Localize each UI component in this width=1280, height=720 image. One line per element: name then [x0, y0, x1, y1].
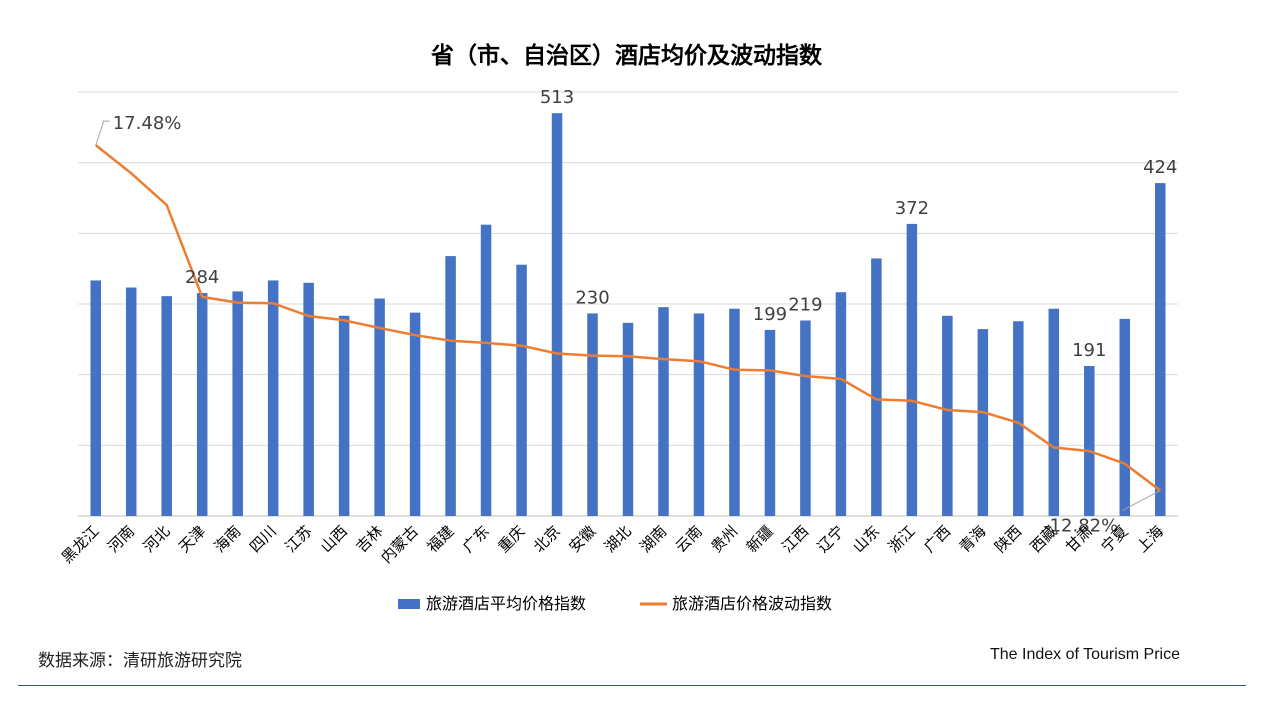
bar: [977, 329, 989, 516]
x-tick-label: 河南: [104, 522, 138, 556]
bar: [409, 312, 421, 516]
x-tick-label: 浙江: [885, 522, 919, 556]
x-tick-label: 安徽: [565, 522, 599, 556]
x-tick-label: 湖南: [636, 522, 670, 556]
x-tick-label: 四川: [246, 522, 280, 556]
x-tick-label: 天津: [175, 522, 209, 556]
bar-data-label: 191: [1072, 340, 1106, 361]
bar-data-label: 199: [753, 304, 787, 325]
footer-divider: [18, 685, 1246, 686]
bar: [267, 280, 279, 516]
x-tick-label: 广东: [459, 522, 493, 556]
x-tick-label: 海南: [211, 522, 245, 556]
bar: [871, 258, 882, 516]
bar: [480, 224, 492, 516]
bar: [374, 298, 385, 516]
x-tick-label: 新疆: [743, 522, 777, 556]
line-series: [94, 144, 1162, 492]
bar: [1013, 321, 1024, 516]
x-tick-label: 江西: [778, 522, 812, 556]
x-tick-label: 贵州: [707, 522, 741, 556]
brand-label: The Index of Tourism Price: [990, 646, 1181, 663]
x-tick-label: 湖北: [601, 522, 635, 556]
bar: [161, 296, 172, 516]
bar: [906, 223, 918, 516]
label-leader-line: [1122, 490, 1161, 512]
bar: [693, 313, 705, 516]
bar: [764, 329, 776, 516]
bar: [658, 307, 669, 516]
bar-data-label: 230: [575, 287, 609, 308]
x-tick-label: 上海: [1133, 522, 1167, 556]
bar: [800, 320, 811, 516]
line-data-label: 17.48%: [113, 113, 182, 134]
label-leader-line: [95, 120, 110, 146]
x-tick-label: 内蒙古: [377, 522, 422, 567]
bar: [942, 315, 953, 516]
bar: [1048, 308, 1060, 516]
bar: [729, 308, 740, 516]
x-tick-label: 北京: [530, 522, 564, 556]
x-tick-label: 山东: [849, 522, 883, 556]
legend-label-line: 旅游酒店价格波动指数: [672, 594, 832, 613]
bar: [90, 280, 101, 516]
x-tick-label: 陕西: [991, 522, 1025, 556]
chart-title: 省（市、自治区）酒店均价及波动指数: [431, 43, 822, 69]
bar-data-label: 219: [788, 294, 822, 315]
x-tick-label: 青海: [956, 522, 990, 556]
bar: [551, 113, 563, 516]
bar: [445, 256, 456, 516]
bar-data-label: 372: [895, 198, 929, 219]
x-tick-label: 重庆: [494, 522, 528, 556]
bar: [1119, 318, 1131, 516]
bar: [622, 322, 634, 516]
x-tick-label: 江苏: [282, 522, 316, 556]
x-tick-label: 山西: [317, 522, 351, 556]
data-source-note: 数据来源：清研旅游研究院: [38, 651, 242, 671]
bar: [232, 291, 243, 516]
bar-data-label: 284: [185, 267, 219, 288]
x-tick-label: 广西: [920, 522, 954, 556]
bar: [303, 282, 314, 516]
bar: [196, 293, 208, 516]
legend-swatch-bar: [398, 599, 420, 609]
line-data-label: -12.82%: [1043, 516, 1118, 537]
bar-data-label: 424: [1143, 157, 1177, 178]
x-tick-label: 辽宁: [814, 522, 848, 556]
bar: [516, 264, 527, 516]
x-tick-label: 福建: [423, 522, 457, 556]
bar: [125, 287, 137, 516]
bar: [587, 313, 598, 516]
bar: [1084, 366, 1095, 516]
x-tick-label: 黑龙江: [58, 522, 103, 567]
bar-data-label: 513: [540, 87, 574, 108]
bar: [1155, 183, 1166, 516]
bar: [338, 315, 350, 516]
bar: [835, 292, 847, 516]
legend-label-bar: 旅游酒店平均价格指数: [426, 594, 586, 613]
x-tick-label: 河北: [140, 522, 174, 556]
x-tick-label: 云南: [672, 522, 706, 556]
